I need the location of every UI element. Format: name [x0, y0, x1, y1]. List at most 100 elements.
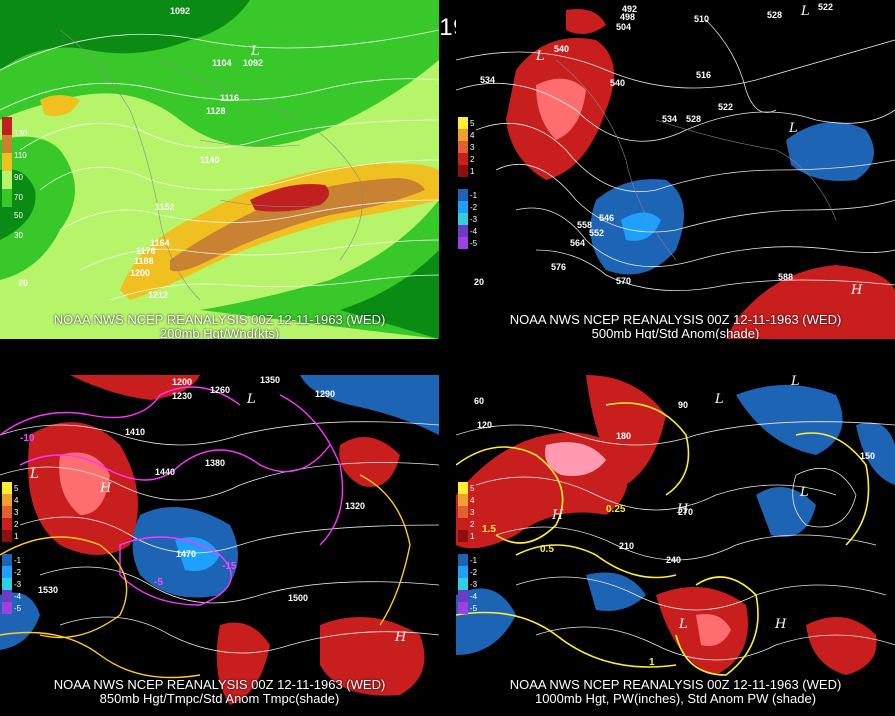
- contour-label: 90: [678, 400, 688, 410]
- contour-label: 576: [551, 262, 566, 272]
- low-marker: L: [788, 121, 798, 136]
- contour-label: 1380: [205, 458, 225, 468]
- pw-label: 1: [649, 657, 655, 668]
- contour-label: 588: [778, 272, 793, 282]
- temp-label: -5: [154, 577, 163, 588]
- panel-caption: 1000mb Hgt, PW(inches), Std Anom PW (sha…: [534, 691, 817, 706]
- contour-label: 20: [474, 277, 484, 287]
- colorbar-label: -5: [14, 604, 22, 613]
- contour-label: 528: [686, 114, 701, 124]
- high-marker: H: [676, 502, 689, 517]
- contour-label: 558: [577, 220, 592, 230]
- contour-label: 1140: [200, 155, 220, 165]
- high-marker: H: [99, 481, 112, 496]
- contour-label: 210: [619, 541, 634, 551]
- colorbar-label: 1: [470, 167, 475, 176]
- panel-500mb-map: 492 498 504 510 516 522 528 534 540 546 …: [456, 0, 895, 339]
- contour-label: 1320: [345, 501, 365, 511]
- colorbar-label: -2: [470, 568, 478, 577]
- contour-label: 150: [860, 451, 875, 461]
- panel-850mb-map: 1170 1200 1230 1260 1290 1320 1350 1380 …: [0, 375, 439, 716]
- contour-label: 1410: [125, 427, 145, 437]
- colorbar: 130 110 90 70 50 30: [2, 117, 28, 240]
- contour-label: 1470: [176, 549, 196, 559]
- contour-label: 492: [622, 4, 637, 14]
- colorbar-label: 5: [470, 484, 475, 493]
- colorbar-label: -5: [470, 604, 478, 613]
- contour-label: 516: [696, 70, 711, 80]
- contour-label: 1152: [155, 202, 175, 212]
- colorbar-label: 3: [470, 508, 475, 517]
- panel-850mb: 1170 1200 1230 1260 1290 1320 1350 1380 …: [0, 375, 439, 716]
- colorbar-label: 130: [14, 129, 28, 138]
- colorbar-label: 4: [470, 496, 475, 505]
- low-marker: L: [799, 485, 809, 500]
- contour-label: 540: [554, 44, 569, 54]
- colorbar: 5 4 3 2 1 -1 -2 -3 -4 -5: [2, 482, 22, 614]
- colorbar-label: 3: [470, 143, 475, 152]
- colorbar-label: -1: [470, 556, 478, 565]
- contour-label: 1164: [150, 238, 170, 248]
- colorbar-label: -5: [470, 239, 478, 248]
- contour-label: 1104: [212, 58, 232, 68]
- colorbar-label: -2: [470, 203, 478, 212]
- colorbar-label: -1: [470, 191, 478, 200]
- panel-caption: 850mb Hgt/Tmpc/Std Anom Tmpc(shade): [99, 691, 340, 706]
- contour-label: 1530: [38, 585, 58, 595]
- colorbar-label: -3: [470, 215, 478, 224]
- contour-label: 30: [642, 375, 652, 377]
- colorbar-label: 4: [14, 496, 19, 505]
- high-marker: H: [551, 508, 564, 523]
- contour-label: 534: [480, 75, 495, 85]
- colorbar-label: -2: [14, 568, 22, 577]
- colorbar-label: 70: [14, 193, 23, 202]
- colorbar-label: -4: [14, 592, 22, 601]
- colorbar-label: 3: [14, 508, 19, 517]
- contour-label: 528: [767, 10, 782, 20]
- panel-200mb: 1092 1104 1116 1128 1140 1152 1164 1176 …: [0, 0, 439, 339]
- low-marker: L: [246, 392, 256, 407]
- contour-label: 120: [477, 420, 492, 430]
- contour-label: 180: [616, 431, 631, 441]
- high-marker: H: [850, 283, 863, 298]
- colorbar-label: 90: [14, 173, 23, 182]
- panel-caption: 200mb Hgt/Wnd(kts): [159, 326, 280, 340]
- colorbar-label: 50: [14, 211, 23, 220]
- low-marker: L: [29, 467, 39, 482]
- colorbar-label: -3: [14, 580, 22, 589]
- panel-caption: 500mb Hgt/Std Anom(shade): [591, 326, 760, 340]
- temp-label: -10: [20, 433, 35, 444]
- contour-label: 1188: [134, 256, 154, 266]
- colorbar-label: 5: [14, 484, 19, 493]
- panel-source: NOAA NWS NCEP REANALYSIS 00Z 12-11-1963 …: [509, 312, 842, 327]
- contour-label: 504: [616, 22, 631, 32]
- low-marker: L: [250, 44, 260, 59]
- contour-label: 1212: [148, 290, 168, 300]
- contour-label: 1350: [260, 375, 280, 385]
- colorbar-label: 5: [470, 119, 475, 128]
- colorbar-label: -4: [470, 592, 478, 601]
- contour-label: 240: [666, 555, 681, 565]
- high-marker: H: [394, 630, 407, 645]
- low-marker: L: [535, 49, 545, 64]
- pw-label: 0.25: [606, 504, 626, 515]
- contour-label: 552: [589, 228, 604, 238]
- contour-label: 564: [570, 238, 585, 248]
- contour-label: 1092: [170, 6, 190, 16]
- contour-label: 522: [818, 2, 833, 12]
- colorbar-label: 1: [470, 532, 475, 541]
- colorbar-label: -3: [470, 580, 478, 589]
- panel-source: NOAA NWS NCEP REANALYSIS 00Z 12-11-1963 …: [509, 677, 842, 692]
- panel-source: NOAA NWS NCEP REANALYSIS 00Z 12-11-1963 …: [53, 312, 386, 327]
- contour-label: 1440: [155, 467, 175, 477]
- contour-label: 498: [620, 12, 635, 22]
- colorbar-label: -4: [470, 227, 478, 236]
- panel-500mb: 492 498 504 510 516 522 528 534 540 546 …: [456, 0, 895, 339]
- contour-label: 522: [718, 102, 733, 112]
- panel-1000mb-map: 30 60 90 120 150 180 210 240 270 0.25 0.…: [456, 375, 895, 716]
- high-marker: H: [774, 617, 787, 632]
- contour-label: 510: [694, 14, 709, 24]
- pw-label: 0.5: [540, 544, 554, 555]
- panel-1000mb: 30 60 90 120 150 180 210 240 270 0.25 0.…: [456, 375, 895, 716]
- contour-label: 60: [474, 396, 484, 406]
